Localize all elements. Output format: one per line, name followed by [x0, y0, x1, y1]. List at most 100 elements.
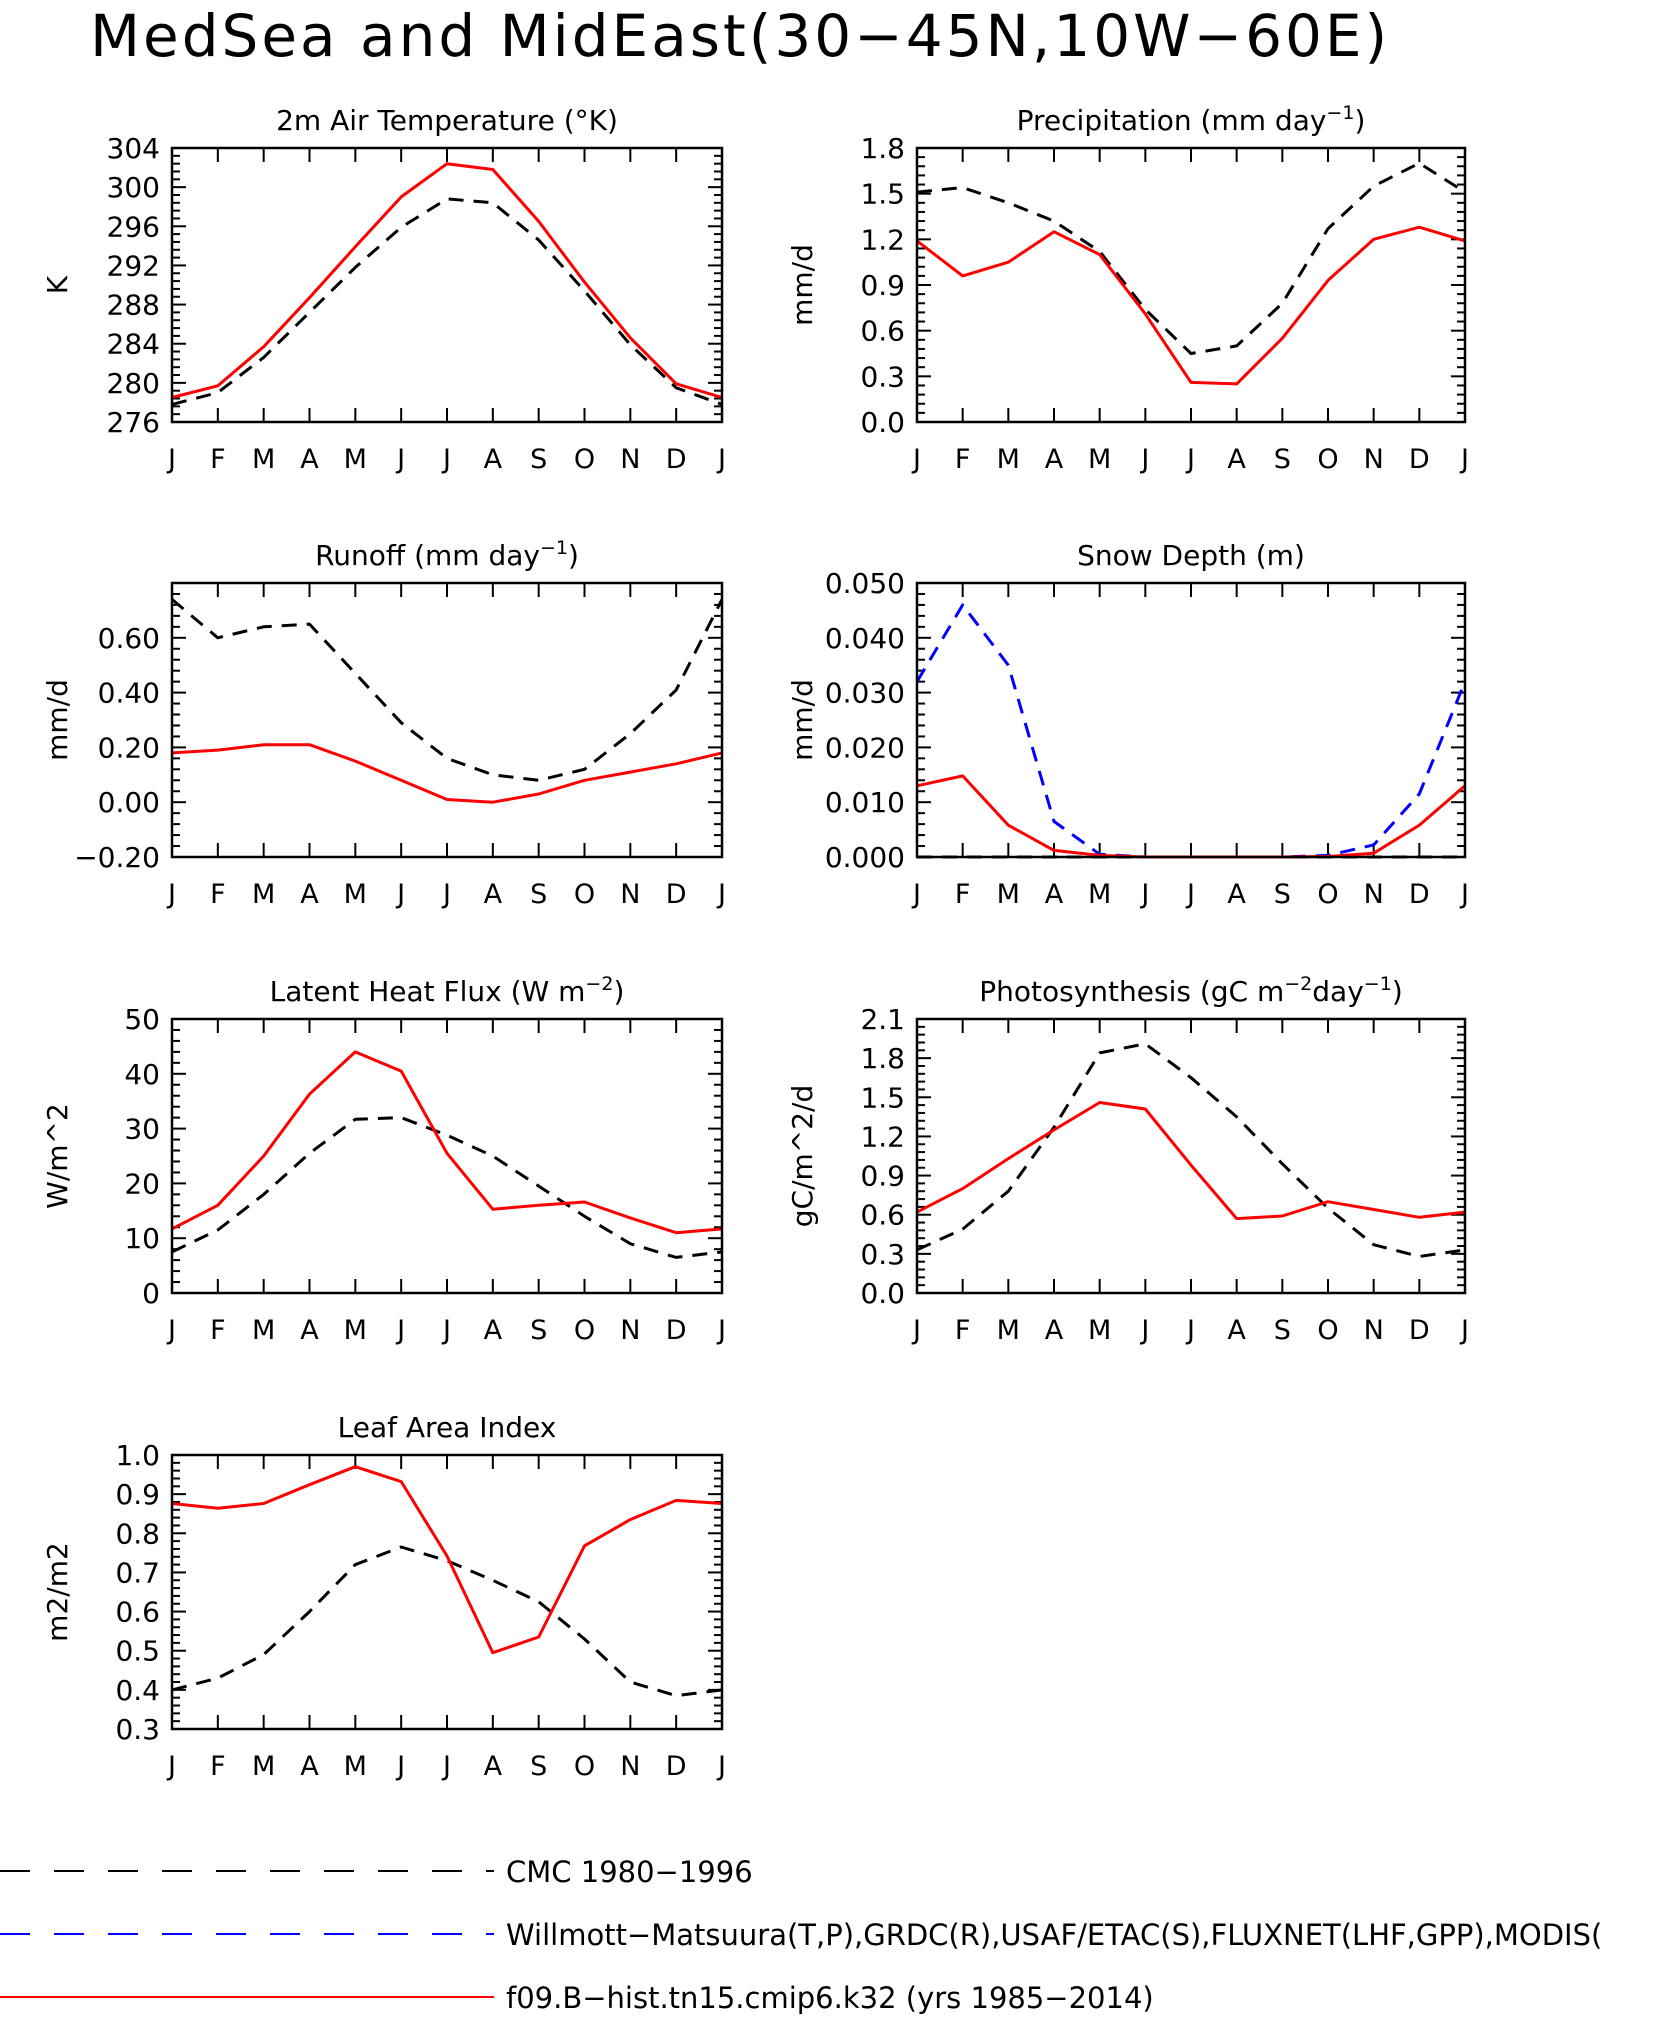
x-tick-label: A: [300, 1751, 319, 1782]
x-tick-label: A: [484, 1315, 503, 1346]
chart-title-text: Snow Depth (m): [1077, 539, 1305, 572]
plot-frame: [170, 1453, 724, 1731]
x-tick-label: S: [530, 1751, 547, 1782]
y-tick-label: 280: [107, 367, 160, 400]
y-tick-label: 50: [124, 1003, 160, 1036]
x-tick-label: J: [911, 1315, 921, 1346]
x-tick-label: S: [530, 879, 547, 910]
x-tick-label: D: [666, 1751, 687, 1782]
x-tick-label: S: [1274, 1315, 1291, 1346]
x-tick-label: J: [1139, 1315, 1149, 1346]
series-line: [916, 161, 1466, 355]
x-tick-label: D: [1409, 879, 1430, 910]
y-tick-label: −0.20: [74, 841, 160, 874]
x-tick-label: J: [716, 879, 726, 910]
x-tick-label: S: [530, 444, 547, 475]
chart-title-end: ): [568, 539, 579, 572]
x-tick-label: M: [252, 1751, 275, 1782]
x-tick-label: N: [620, 1751, 640, 1782]
x-tick-label: J: [166, 444, 176, 475]
chart-title: 2m Air Temperature (°K): [276, 104, 618, 137]
x-tick-label: A: [484, 1751, 503, 1782]
y-tick-label: 30: [124, 1113, 160, 1146]
plot-frame: [170, 1017, 724, 1295]
x-tick-label: J: [911, 444, 921, 475]
y-axis-label: gC/m^2/d: [786, 1085, 819, 1228]
y-tick-label: 0.6: [860, 315, 905, 348]
y-tick-label: 0.60: [98, 622, 160, 655]
x-tick-label: M: [997, 879, 1020, 910]
x-tick-label: S: [530, 1315, 547, 1346]
y-tick-label: 0.050: [825, 567, 905, 600]
chart-title-end: ): [1354, 104, 1365, 137]
x-tick-label: J: [441, 1751, 451, 1782]
x-tick-label: J: [1185, 1315, 1195, 1346]
y-tick-label: 0.9: [860, 269, 905, 302]
y-tick-label: 0.010: [825, 786, 905, 819]
y-tick-label: 276: [107, 406, 160, 439]
series-line: [171, 1116, 723, 1259]
legend-label: CMC 1980−1996: [506, 1855, 753, 1889]
series-line: [916, 1101, 1466, 1221]
x-tick-label: M: [1088, 1315, 1111, 1346]
x-tick-label: A: [1045, 879, 1064, 910]
chart-title-text: 2m Air Temperature (°K): [276, 104, 618, 137]
y-axis-label: m2/m2: [41, 1542, 74, 1642]
y-tick-label: 1.5: [860, 1081, 905, 1114]
x-tick-label: D: [666, 444, 687, 475]
chart-title-text: Runoff (mm day: [315, 539, 540, 572]
x-tick-label: M: [997, 444, 1020, 475]
chart-panel: Photosynthesis (gC m−2day−1) gC/m^2/d 2.1 1…: [786, 973, 1469, 1346]
x-tick-label: A: [1045, 444, 1064, 475]
y-axis-label: W/m^2: [41, 1103, 74, 1209]
x-tick-label: F: [210, 444, 226, 475]
x-tick-label: A: [1045, 1315, 1064, 1346]
x-tick-label: J: [716, 1751, 726, 1782]
chart-title: Runoff (mm day−1): [315, 537, 579, 572]
x-tick-label: J: [1139, 444, 1149, 475]
chart-title: Leaf Area Index: [338, 1411, 557, 1444]
y-tick-label: 1.0: [115, 1439, 160, 1472]
x-tick-label: F: [955, 1315, 971, 1346]
y-tick-label: 1.8: [860, 1042, 905, 1075]
x-tick-label: M: [1088, 444, 1111, 475]
y-tick-label: 0.000: [825, 841, 905, 874]
x-tick-label: O: [1317, 1315, 1338, 1346]
x-tick-label: J: [166, 1315, 176, 1346]
series-line: [171, 598, 724, 782]
x-tick-label: A: [484, 879, 503, 910]
plot-frame: [170, 146, 724, 424]
x-tick-label: O: [574, 1751, 595, 1782]
x-tick-label: M: [344, 1315, 367, 1346]
y-tick-label: 292: [107, 249, 160, 282]
y-tick-label: 0.9: [115, 1478, 160, 1511]
y-tick-label: 0.030: [825, 677, 905, 710]
chart-title-text: Latent Heat Flux (W m: [270, 975, 586, 1008]
y-axis-label: mm/d: [786, 244, 819, 326]
x-tick-label: J: [441, 1315, 451, 1346]
x-tick-label: M: [997, 1315, 1020, 1346]
series-line: [171, 743, 723, 804]
x-tick-label: N: [620, 1315, 640, 1346]
chart-panel: Latent Heat Flux (W m−2) W/m^2 50 40 30 20 10 0…: [41, 973, 726, 1346]
x-tick-label: F: [210, 1315, 226, 1346]
chart-title: Latent Heat Flux (W m−2): [270, 973, 625, 1008]
x-tick-label: O: [1317, 444, 1338, 475]
y-tick-label: 0.7: [115, 1556, 160, 1589]
chart-title: Snow Depth (m): [1077, 539, 1305, 572]
y-tick-label: 0.00: [98, 786, 160, 819]
x-tick-label: A: [300, 879, 319, 910]
x-tick-label: N: [1364, 879, 1384, 910]
x-tick-label: N: [620, 444, 640, 475]
y-tick-label: 0.040: [825, 622, 905, 655]
y-tick-label: 0.40: [98, 677, 160, 710]
chart-title-superscript: −1: [540, 537, 568, 559]
series-line: [171, 162, 723, 399]
chart-title-superscript: −2: [585, 973, 613, 995]
x-tick-label: A: [484, 444, 503, 475]
chart-title-text: Leaf Area Index: [338, 1411, 557, 1444]
plot-frame: [915, 1017, 1467, 1295]
plot-frame: [170, 581, 724, 859]
series-line: [171, 1545, 723, 1698]
x-tick-label: J: [441, 444, 451, 475]
